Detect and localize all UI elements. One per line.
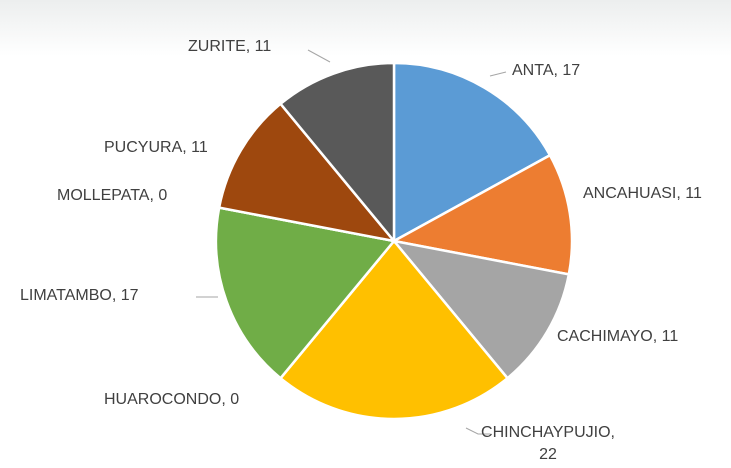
pie-slice <box>390 153 574 276</box>
pie-slice <box>278 61 396 245</box>
pie-slice <box>390 239 571 380</box>
data-label: MOLLEPATA, 0 <box>57 187 168 204</box>
data-label: ANCAHUASI, 11 <box>583 185 702 202</box>
data-label: CACHIMAYO, 11 <box>557 328 679 345</box>
data-label: CHINCHAYPUJIO, 22 <box>481 424 615 463</box>
leader-line <box>465 427 490 435</box>
pie-slice <box>278 239 510 421</box>
data-label: HUAROCONDO, 0 <box>104 391 240 408</box>
leader-line <box>307 49 331 63</box>
data-label: LIMATAMBO, 17 <box>20 287 139 304</box>
pie-slice <box>217 102 398 243</box>
pie-slice <box>214 206 397 380</box>
pie-slice <box>392 61 552 244</box>
data-label: ZURITE, 11 <box>188 38 272 55</box>
data-label: PUCYURA, 11 <box>104 139 208 156</box>
data-label: ANTA, 17 <box>512 62 581 79</box>
leader-line <box>489 71 507 77</box>
